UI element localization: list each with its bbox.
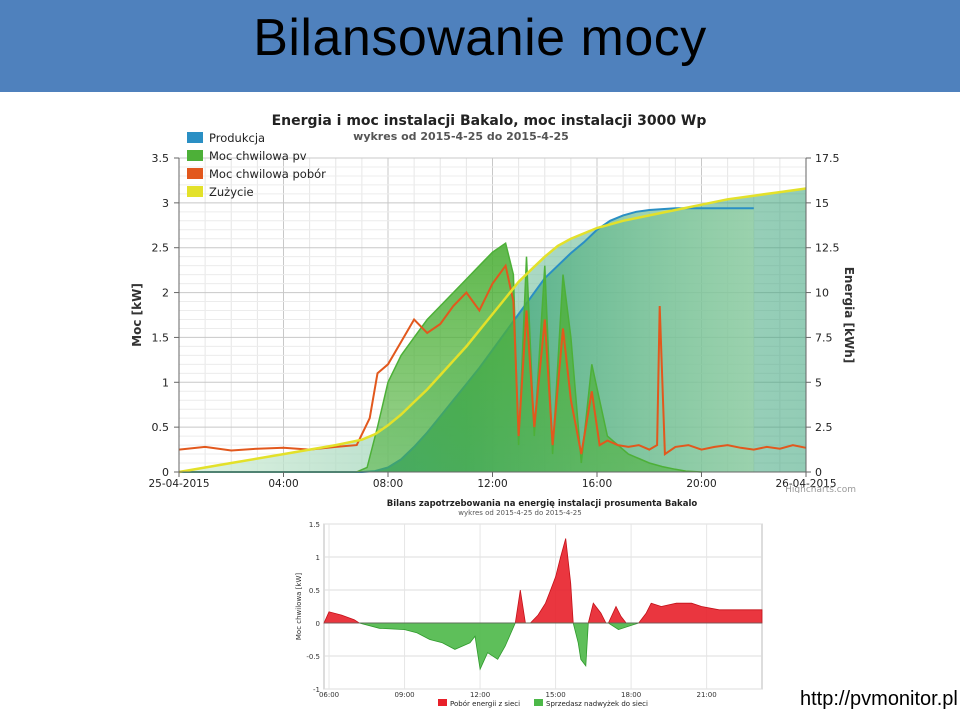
- tick-label-left: 2: [162, 287, 169, 300]
- legend-label: Pobór energii z sieci: [450, 700, 520, 708]
- series-pobor-line: [178, 263, 807, 456]
- tick-label-right: 5: [815, 376, 822, 389]
- tick-label-y: -1: [313, 686, 320, 694]
- legend-swatch: [187, 150, 203, 161]
- legend-label: Zużycie: [209, 185, 254, 199]
- legend-label: Moc chwilowa pv: [209, 149, 307, 163]
- legend-label: Produkcja: [209, 131, 265, 145]
- tick-label-right: 12.5: [815, 242, 840, 255]
- legend-swatch: [438, 699, 447, 706]
- chart-title: Energia i moc instalacji Bakalo, moc ins…: [272, 113, 707, 129]
- tick-label-right: 7.5: [815, 331, 833, 344]
- tick-label-left: 0: [162, 466, 169, 479]
- legend-swatch: [187, 168, 203, 179]
- footer-url[interactable]: http://pvmonitor.pl: [800, 688, 958, 710]
- tick-label-x: 08:00: [373, 478, 403, 490]
- legend-label: Moc chwilowa pobór: [209, 167, 326, 181]
- tick-label-left: 3.5: [152, 152, 170, 165]
- legend: Produkcja Moc chwilowa pv Moc chwilowa pob…: [187, 131, 326, 199]
- tick-label-y: 1.5: [309, 521, 320, 529]
- legend-swatch: [187, 186, 203, 197]
- tick-label-left: 2.5: [152, 242, 170, 255]
- legend-label: Sprzedasz nadwyżek do sieci: [546, 700, 648, 708]
- energy-power-chart: 0 0.5 1 1.5 2 2.5 3 3.5 0 2.5 5 7.5 10 12.5 15 17.5 25-0…: [121, 104, 858, 493]
- tick-label-left: 0.5: [152, 421, 170, 434]
- tick-label-left: 3: [162, 197, 169, 210]
- legend-swatch: [534, 699, 543, 706]
- tick-label-y: 0: [316, 620, 320, 628]
- y-axis-title-left: Moc [kW]: [130, 283, 144, 347]
- tick-label-x: 12:00: [477, 478, 507, 490]
- y-axis-title: Moc chwilowa [kW]: [295, 573, 303, 641]
- balance-chart: -1 -0.5 0 0.5 1 1.5 06:00 09:00 12:00 15:00 18:00 2…: [292, 493, 771, 710]
- tick-label-x: 25-04-2015: [148, 478, 209, 490]
- legend: Pobór energii z sieci Sprzedasz nadwyżek …: [438, 699, 648, 708]
- series-produkcja-area: [179, 208, 754, 472]
- tick-label-left: 1.5: [152, 331, 170, 344]
- chart-subtitle: wykres od 2015-4-25 do 2015-4-25: [458, 509, 581, 517]
- tick-label-x: 06:00: [319, 691, 339, 699]
- slide-title: Bilansowanie mocy: [253, 9, 707, 67]
- tick-label-right: 2.5: [815, 421, 833, 434]
- tick-label-x: 12:00: [470, 691, 490, 699]
- tick-label-left: 1: [162, 376, 169, 389]
- chart-subtitle: wykres od 2015-4-25 do 2015-4-25: [353, 130, 569, 143]
- tick-label-x: 26-04-2015: [775, 478, 836, 490]
- legend-swatch: [187, 132, 203, 143]
- tick-label-right: 17.5: [815, 152, 840, 165]
- slide-title-bar: Bilansowanie mocy: [0, 0, 960, 92]
- tick-label-x: 18:00: [621, 691, 641, 699]
- y-axis-title-right: Energia [kWh]: [842, 267, 856, 364]
- credit: Highcharts.com: [785, 485, 856, 493]
- series-pv-line: [179, 241, 702, 473]
- series-pv-area: [179, 243, 702, 472]
- tick-label-x: 15:00: [545, 691, 565, 699]
- tick-label-x: 09:00: [394, 691, 414, 699]
- chart-title: Bilans zapotrzebowania na energię instal…: [387, 499, 698, 509]
- tick-label-y: -0.5: [306, 653, 320, 661]
- tick-label-x: 20:00: [686, 478, 716, 490]
- tick-label-right: 0: [815, 466, 822, 479]
- tick-label-right: 15: [815, 197, 829, 210]
- series-zuzycie-line: [178, 187, 807, 474]
- tick-label-x: 16:00: [582, 478, 612, 490]
- tick-label-y: 1: [316, 554, 320, 562]
- tick-label-x: 21:00: [697, 691, 717, 699]
- tick-label-y: 0.5: [309, 587, 320, 595]
- tick-label-x: 04:00: [268, 478, 298, 490]
- series-pobor-area: [323, 538, 763, 624]
- tick-label-right: 10: [815, 287, 829, 300]
